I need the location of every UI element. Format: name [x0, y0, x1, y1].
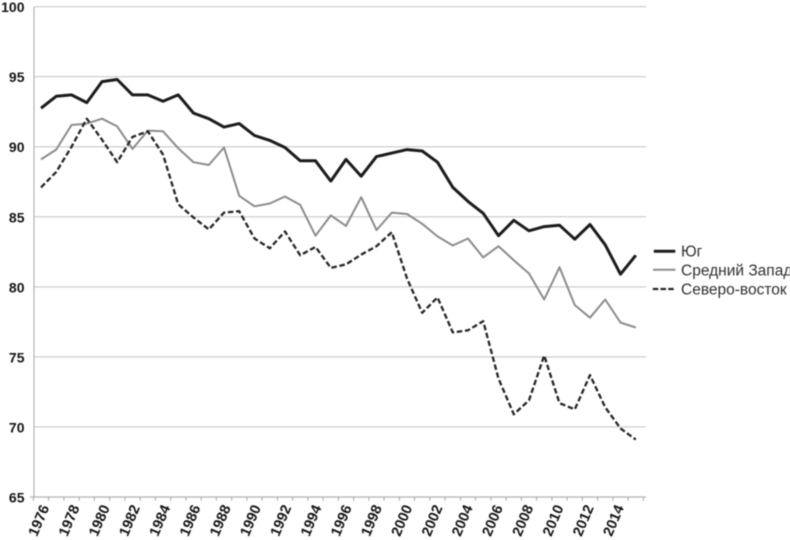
svg-text:70: 70 [9, 419, 25, 435]
svg-text:Северо-восток: Северо-восток [681, 282, 787, 299]
svg-text:85: 85 [9, 209, 25, 225]
svg-text:65: 65 [9, 490, 25, 506]
svg-text:90: 90 [9, 139, 25, 155]
svg-text:Юг: Юг [681, 244, 703, 261]
svg-text:Средний Запад: Средний Запад [681, 263, 790, 280]
svg-text:80: 80 [9, 279, 25, 295]
svg-text:95: 95 [9, 69, 25, 85]
svg-text:100: 100 [1, 0, 25, 15]
svg-text:75: 75 [9, 349, 25, 365]
